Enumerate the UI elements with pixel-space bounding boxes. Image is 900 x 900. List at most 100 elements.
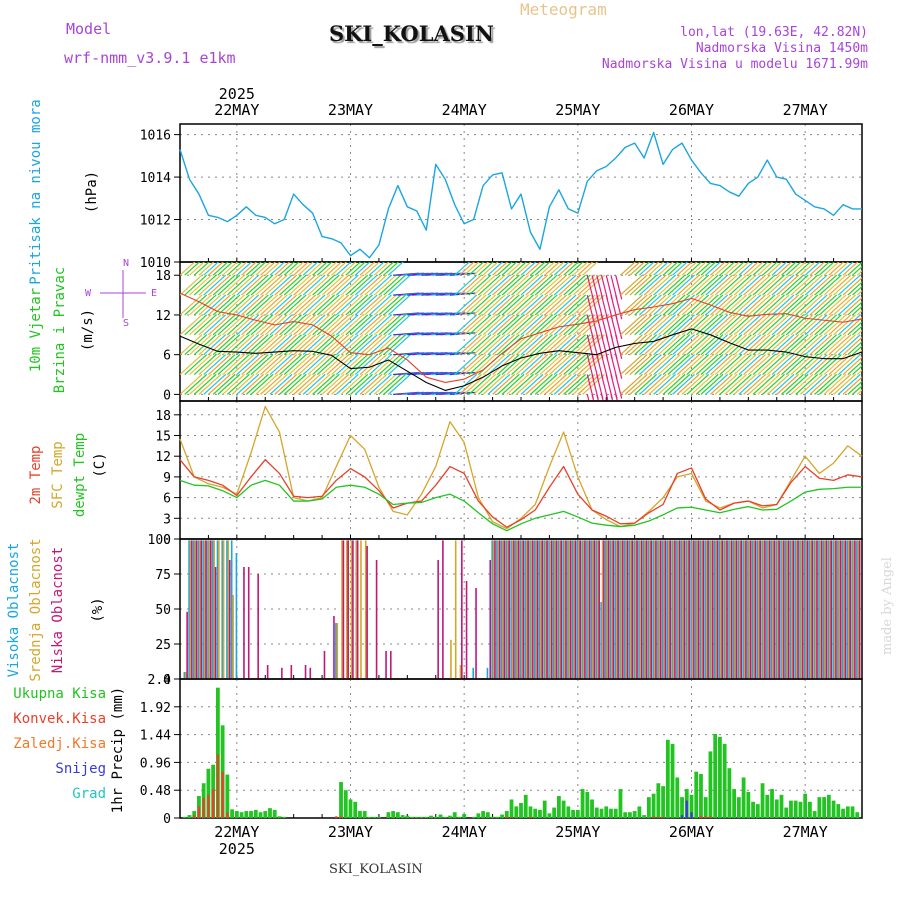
wind-barb	[525, 354, 549, 375]
wind-barb	[667, 274, 691, 296]
wind-barb	[672, 262, 689, 276]
precip-bar	[443, 816, 448, 818]
wind-barb	[198, 274, 222, 296]
wind-barb	[269, 294, 293, 316]
cloud-bar	[290, 665, 293, 679]
cloud-bar	[625, 540, 627, 679]
cloud-bar	[195, 540, 198, 679]
wind-barb	[226, 314, 250, 336]
wind-barb	[241, 274, 264, 296]
wind-barb	[648, 354, 672, 375]
wind-barb	[795, 314, 819, 336]
precip-bar	[685, 800, 688, 818]
wind-barb	[383, 294, 407, 316]
wind-barb	[790, 334, 814, 356]
wind-barb	[383, 262, 400, 276]
precip-legend-item: Zaledj.Kisa	[13, 736, 106, 752]
wind-barb	[629, 274, 653, 296]
wind-barb	[800, 294, 823, 316]
cloud-bar	[183, 672, 186, 679]
cloud-bar	[203, 540, 206, 679]
precip-bar	[803, 793, 808, 818]
wind-barb	[283, 354, 307, 375]
cloud-bar	[811, 540, 814, 679]
wind-barb	[511, 354, 534, 375]
wind-barb	[203, 354, 227, 375]
cloud-bar	[513, 540, 515, 679]
wind-barb	[752, 294, 776, 316]
precip-bar	[448, 815, 452, 818]
wind-barb	[710, 314, 733, 336]
wind-barb	[307, 354, 331, 375]
wind-barb	[823, 334, 847, 356]
wind-barb	[823, 314, 847, 336]
y-tick-label: 6	[163, 492, 171, 507]
y-tick-label: 0	[163, 533, 171, 548]
wind-barb	[648, 294, 672, 316]
wind-barb	[719, 314, 743, 336]
cloud-bar	[664, 540, 667, 679]
cloud-bar	[189, 540, 192, 679]
precip-bar	[462, 813, 467, 818]
wind-barb	[193, 314, 217, 336]
precip-bar	[575, 809, 580, 818]
wind-barb	[264, 274, 288, 296]
cloud-bar	[827, 540, 830, 679]
cloud-bar	[751, 540, 754, 679]
cloud-bar	[247, 567, 250, 679]
wind-barb	[236, 314, 260, 336]
wind-barb	[567, 373, 591, 395]
precip-bar	[718, 736, 722, 818]
wind-barb	[648, 373, 672, 395]
wind-barb	[463, 262, 480, 276]
precip-bar	[741, 777, 746, 818]
precip-bar	[249, 811, 253, 818]
wind-barb	[676, 262, 693, 276]
wind-barb	[293, 262, 310, 276]
wind-barb	[226, 274, 250, 296]
cloud-bar	[720, 540, 722, 679]
top-year-label: 2025	[219, 85, 255, 103]
wind-barb	[454, 294, 478, 316]
y-tick-label: 9	[163, 471, 171, 486]
wind-barb	[842, 356, 862, 375]
precip-bar	[377, 816, 381, 818]
wind-barb	[776, 262, 793, 276]
cloud-bar	[347, 540, 349, 679]
cloud-bar	[350, 540, 353, 679]
wind-barb	[387, 373, 411, 395]
wind-barb	[212, 294, 236, 316]
wind-barb	[563, 354, 587, 375]
cloud-bar	[642, 540, 645, 679]
cloud-bar	[794, 540, 797, 679]
wind-barb	[255, 354, 279, 375]
wind-barb	[563, 294, 587, 316]
cloud-bar	[762, 540, 765, 679]
cloud-bar	[805, 540, 807, 679]
wind-barb	[180, 354, 203, 375]
wind-barb	[217, 274, 241, 296]
precip-bar	[680, 815, 684, 818]
wind-barb	[193, 334, 217, 356]
wind-barb	[525, 314, 549, 336]
wind-barb	[771, 373, 795, 395]
precip-bar	[192, 811, 197, 818]
wind-barb	[847, 340, 862, 356]
wind-barb	[681, 373, 705, 395]
cloud-bar	[766, 540, 768, 679]
cloud-bar	[568, 540, 571, 679]
top-date-label: 27MAY	[783, 101, 828, 119]
cloud-bar	[389, 651, 392, 679]
wind-barb	[700, 334, 724, 356]
wind-barb	[369, 314, 392, 336]
precip-bar	[272, 809, 277, 818]
cloud-bar	[803, 540, 806, 679]
wind-barb	[804, 294, 828, 316]
precip-bar	[339, 816, 343, 818]
cloud-bar	[764, 540, 766, 679]
cloud-bar	[810, 540, 812, 679]
wind-barb	[326, 354, 350, 375]
wind-barb	[814, 314, 838, 336]
cloud-bar	[668, 540, 670, 679]
cloud-bar	[194, 540, 197, 679]
